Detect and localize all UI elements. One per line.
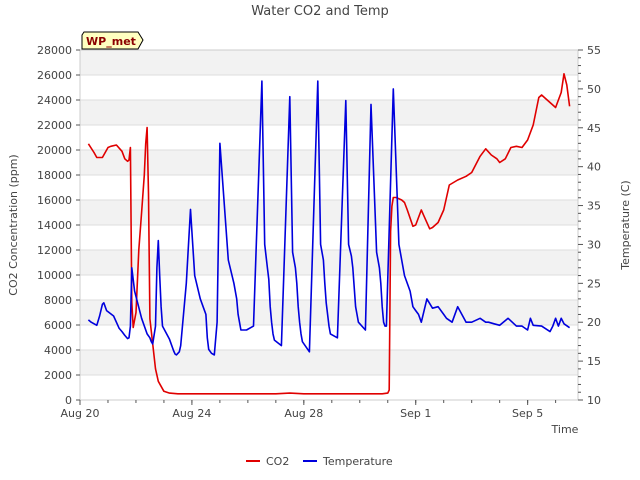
y-right-tick-label: 15: [587, 355, 601, 368]
y-right-tick-label: 45: [587, 122, 601, 135]
background-band: [80, 100, 578, 125]
y-left-tick-label: 18000: [37, 169, 72, 182]
site-badge: WP_met: [81, 31, 144, 50]
x-tick-label: Sep 5: [512, 407, 543, 420]
y-left-tick-label: 2000: [44, 369, 72, 382]
y-left-tick-label: 6000: [44, 319, 72, 332]
y-left-tick-label: 26000: [37, 69, 72, 82]
y-right-tick-label: 35: [587, 200, 601, 213]
background-band: [80, 50, 578, 75]
y-left-tick-label: 10000: [37, 269, 72, 282]
background-bands: [80, 50, 578, 375]
series-layer: [87, 73, 571, 395]
badge-label: WP_met: [86, 35, 136, 48]
y-left-tick-label: 24000: [37, 94, 72, 107]
x-tick-label: Aug 24: [172, 407, 211, 420]
y-right-tick-label: 25: [587, 277, 601, 290]
x-axis-label: Time: [551, 423, 579, 436]
badge-shape: [81, 31, 144, 50]
chart-title: Water CO2 and Temp: [251, 4, 389, 19]
legend: CO2 Temperature: [246, 455, 393, 468]
x-axis: Aug 20 Aug 24 Aug 28 Sep 1 Sep 5: [61, 400, 557, 420]
y-left-axis: 0 2000 4000 6000 8000 10000 12000 14000 16000 180…: [37, 44, 80, 407]
y-right-tick-label: 30: [587, 238, 601, 251]
y-left-tick-label: 12000: [37, 244, 72, 257]
y-left-tick-label: 8000: [44, 294, 72, 307]
y-right-tick-label: 55: [587, 44, 601, 57]
y-left-tick-label: 4000: [44, 344, 72, 357]
x-tick-label: Aug 28: [284, 407, 323, 420]
y-left-tick-label: 20000: [37, 144, 72, 157]
background-band: [80, 350, 578, 375]
y-right-axis-label: Temperature (C): [619, 180, 632, 270]
legend-label-temperature: Temperature: [322, 455, 393, 468]
y-left-tick-label: 28000: [37, 44, 72, 57]
y-right-tick-label: 50: [587, 83, 601, 96]
background-band: [80, 150, 578, 175]
y-left-tick-label: 0: [65, 394, 72, 407]
y-right-axis: 10 15 20 25 30 35 40 45 50 55: [578, 44, 601, 407]
background-band: [80, 200, 578, 225]
y-left-axis-label: CO2 Concentration (ppm): [7, 154, 20, 295]
background-band: [80, 250, 578, 275]
y-left-tick-label: 22000: [37, 119, 72, 132]
x-tick-label: Sep 1: [400, 407, 431, 420]
x-tick-label: Aug 20: [61, 407, 100, 420]
series-line-temperature: [87, 80, 571, 356]
series-line-co2: [87, 73, 571, 395]
y-right-tick-label: 40: [587, 161, 601, 174]
legend-label-co2: CO2: [266, 455, 289, 468]
y-left-tick-label: 16000: [37, 194, 72, 207]
y-right-tick-label: 20: [587, 316, 601, 329]
y-right-tick-label: 10: [587, 394, 601, 407]
y-left-tick-label: 14000: [37, 219, 72, 232]
